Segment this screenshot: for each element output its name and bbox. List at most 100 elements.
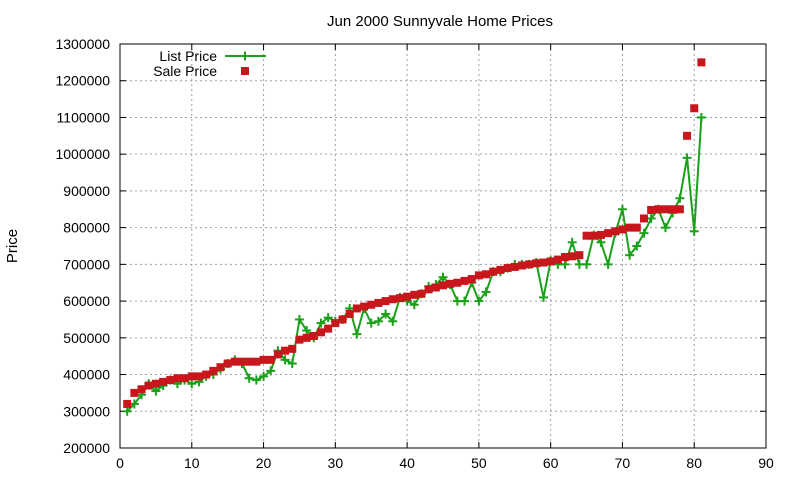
sale-price-point xyxy=(245,357,254,366)
sale-price-point xyxy=(209,366,218,375)
list-price-point xyxy=(632,241,642,251)
list-price-point xyxy=(582,259,592,269)
sale-price-point xyxy=(568,252,577,261)
list-price-point xyxy=(617,204,627,214)
sale-price-point xyxy=(675,205,684,214)
sale-price-point xyxy=(360,302,369,311)
sale-price-point xyxy=(266,355,275,364)
sale-price-point xyxy=(381,297,390,306)
sale-price-point xyxy=(467,275,476,284)
sale-price-point xyxy=(187,372,196,381)
y-tick-label: 200000 xyxy=(63,440,110,456)
grid xyxy=(120,44,766,448)
sale-price-point xyxy=(460,276,469,285)
x-tick-label: 30 xyxy=(328,455,344,471)
list-price-point xyxy=(302,325,312,335)
list-price-point xyxy=(294,314,304,324)
sale-price-point xyxy=(446,279,455,288)
sale-price-point xyxy=(654,205,663,214)
sale-price-point xyxy=(625,223,634,232)
x-tick-label: 50 xyxy=(471,455,487,471)
list-price-point xyxy=(129,399,139,409)
list-price-point xyxy=(388,316,398,326)
sale-price-point xyxy=(216,363,225,372)
sale-price-point xyxy=(252,357,261,366)
y-axis-label: Price xyxy=(4,229,21,263)
chart-title: Jun 2000 Sunnyvale Home Prices xyxy=(327,13,553,30)
x-tick-label: 70 xyxy=(615,455,631,471)
list-price-point xyxy=(596,237,606,247)
y-tick-label: 1200000 xyxy=(55,73,110,89)
list-price-point xyxy=(603,259,613,269)
x-tick-label: 90 xyxy=(758,455,774,471)
sale-price-point xyxy=(596,230,605,239)
sale-price-point xyxy=(173,374,182,383)
sale-price-point xyxy=(439,281,447,290)
sale-price-point xyxy=(288,344,297,353)
sale-price-point xyxy=(367,300,376,309)
sale-price-point xyxy=(424,285,433,294)
y-tick-label: 1000000 xyxy=(55,146,110,162)
y-tick-label: 300000 xyxy=(63,403,110,419)
sale-price-point xyxy=(259,355,268,364)
list-price-point xyxy=(266,366,276,376)
x-tick-label: 20 xyxy=(256,455,272,471)
sale-price-point xyxy=(575,251,584,260)
y-tick-label: 1100000 xyxy=(57,109,111,125)
y-tick-label: 1300000 xyxy=(55,36,110,52)
list-price-point xyxy=(625,250,635,260)
list-price-point xyxy=(675,193,685,203)
sale-price-point xyxy=(668,205,677,214)
sale-price-point xyxy=(281,346,290,355)
list-price-point xyxy=(474,296,484,306)
tick-labels: 0 10 20 30 40 50 60 70 80 90 200000 300000 400000 500… xyxy=(55,36,774,471)
sale-price-point xyxy=(561,253,570,262)
y-tick-label: 500000 xyxy=(63,330,110,346)
sale-price-point xyxy=(489,267,498,276)
legend-label: Sale Price xyxy=(153,63,217,79)
sale-price-point xyxy=(474,271,483,280)
list-price-point xyxy=(409,300,419,310)
y-tick-label: 800000 xyxy=(63,220,110,236)
sale-price-point xyxy=(431,283,440,292)
list-price-point xyxy=(323,313,333,323)
sale-price-point xyxy=(525,260,534,269)
sale-price-point xyxy=(302,333,311,342)
sale-price-point xyxy=(374,298,383,307)
sale-price-point xyxy=(194,372,203,381)
y-tick-label: 700000 xyxy=(63,256,110,272)
sale-price-point xyxy=(496,265,505,274)
sale-price-point xyxy=(453,278,462,287)
sale-price-point xyxy=(202,370,211,379)
x-tick-label: 60 xyxy=(543,455,559,471)
sale-price-point xyxy=(482,270,491,279)
list-price-point xyxy=(567,237,577,247)
list-price-point xyxy=(381,309,391,319)
plot-frame xyxy=(119,43,767,449)
sale-price-point xyxy=(238,357,247,366)
sale-price-point xyxy=(604,229,613,238)
sale-price-point xyxy=(144,381,153,390)
sale-price-point xyxy=(589,231,598,240)
list-price-point xyxy=(538,292,548,302)
sale-price-point xyxy=(352,304,361,313)
sale-price-point xyxy=(331,319,340,328)
list-price-point xyxy=(481,287,491,297)
y-tick-label: 400000 xyxy=(63,367,110,383)
axis-ticks xyxy=(119,43,767,449)
sale-price-point xyxy=(309,331,318,340)
sale-price-point xyxy=(395,294,404,303)
sale-price-point xyxy=(180,374,189,383)
list-price-point xyxy=(244,373,254,383)
sale-price-point xyxy=(582,231,591,240)
sale-price-point xyxy=(553,255,562,264)
sale-price-point xyxy=(345,309,354,318)
sale-price-point xyxy=(324,324,333,333)
sale-price-point xyxy=(316,328,325,337)
sale-price-point xyxy=(632,223,641,232)
sale-price-point xyxy=(503,264,512,273)
list-price-point xyxy=(438,272,448,282)
sale-price-point xyxy=(647,206,656,215)
